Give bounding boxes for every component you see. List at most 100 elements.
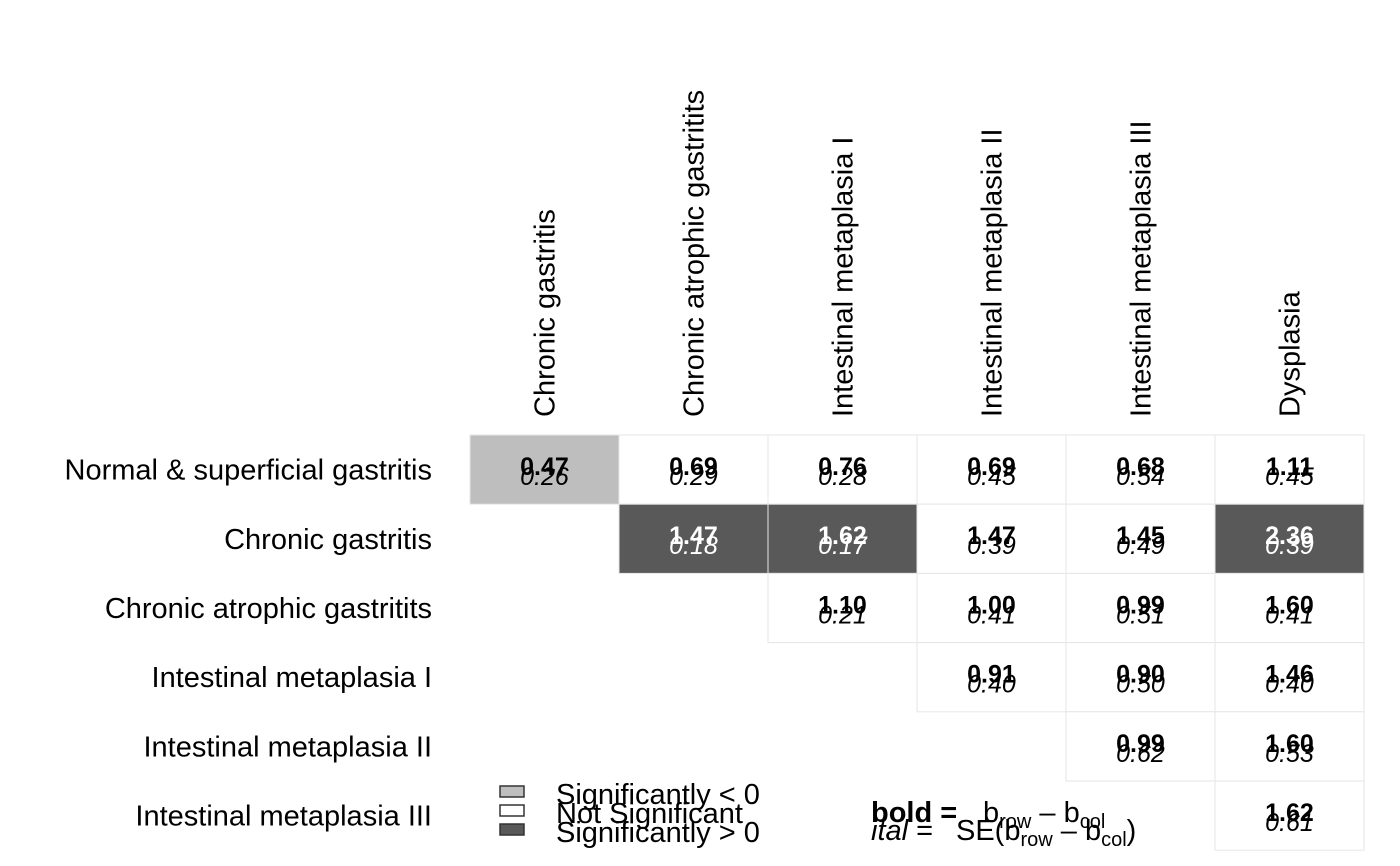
cell-se: 0.18 bbox=[669, 532, 718, 560]
cell-estimate: 0.99 bbox=[1116, 730, 1165, 758]
formula-se-close: ) bbox=[1127, 815, 1137, 847]
cell-estimate: 1.47 bbox=[669, 522, 718, 550]
cell-estimate: 0.69 bbox=[669, 453, 718, 481]
cell-rect bbox=[767, 434, 918, 505]
cell-se: 0.51 bbox=[1116, 601, 1165, 629]
cell-2-5: 1.600.41 bbox=[1214, 572, 1365, 644]
cell-se: 0.50 bbox=[1116, 671, 1165, 699]
formula-se-open: SE(b bbox=[956, 815, 1020, 847]
cell-estimate: 0.90 bbox=[1116, 661, 1165, 689]
cell-se: 0.41 bbox=[1265, 601, 1314, 629]
cell-se: 0.26 bbox=[520, 463, 569, 491]
cell-1-5: 2.360.39 bbox=[1214, 503, 1365, 574]
cell-se: 0.39 bbox=[1265, 532, 1314, 560]
legend-label: Significantly < 0 bbox=[556, 779, 760, 811]
cell-1-4: 1.450.49 bbox=[1065, 503, 1216, 574]
cell-se: 0.17 bbox=[818, 532, 868, 560]
cell-rect bbox=[916, 572, 1067, 644]
cell-estimate: 0.99 bbox=[1116, 591, 1165, 619]
cell-se: 0.29 bbox=[669, 463, 718, 491]
cell-se: 0.41 bbox=[967, 601, 1016, 629]
formula-se-minus: – b bbox=[1053, 815, 1101, 847]
cell-estimate: 0.68 bbox=[1116, 453, 1165, 481]
cell-0-3: 0.690.45 bbox=[916, 434, 1067, 505]
legend-label: Not Significant bbox=[556, 798, 743, 830]
cell-rect bbox=[1214, 711, 1365, 782]
column-label-3: Intestinal metaplasia II bbox=[977, 128, 1009, 417]
cell-rect bbox=[618, 503, 769, 574]
cell-rect bbox=[1214, 503, 1365, 574]
cell-estimate: 1.62 bbox=[818, 522, 867, 550]
cell-estimate: 1.60 bbox=[1265, 591, 1314, 619]
cell-estimate: 1.46 bbox=[1265, 661, 1314, 689]
row-label-1: Chronic gastritis bbox=[224, 524, 432, 556]
column-labels: Chronic gastritis Chronic atrophic gastri… bbox=[530, 90, 1307, 417]
cell-estimate: 0.91 bbox=[967, 661, 1016, 689]
column-label-0: Chronic gastritis bbox=[530, 209, 562, 417]
legend-swatch bbox=[499, 823, 525, 836]
cell-3-4: 0.900.50 bbox=[1065, 642, 1216, 713]
cell-rect bbox=[1214, 780, 1365, 851]
cell-se: 0.62 bbox=[1116, 740, 1165, 768]
cell-se: 0.49 bbox=[1116, 532, 1165, 560]
cell-se: 0.54 bbox=[1116, 463, 1165, 491]
cell-se: 0.21 bbox=[818, 601, 867, 629]
formula-minus: – b bbox=[1031, 797, 1079, 829]
column-label-1: Chronic atrophic gastritits bbox=[679, 90, 711, 417]
cell-0-2: 0.760.28 bbox=[767, 434, 918, 505]
cell-estimate: 2.36 bbox=[1265, 522, 1314, 550]
cell-estimate: 1.45 bbox=[1116, 522, 1165, 550]
cell-estimate: 1.11 bbox=[1266, 453, 1313, 481]
cell-estimate: 1.00 bbox=[967, 591, 1016, 619]
cell-2-4: 0.990.51 bbox=[1065, 572, 1216, 644]
cell-rect bbox=[916, 434, 1067, 505]
row-label-5: Intestinal metaplasia III bbox=[135, 801, 432, 833]
cell-estimate: 0.69 bbox=[967, 453, 1016, 481]
cell-3-5: 1.460.40 bbox=[1214, 642, 1365, 713]
legend-label: Significantly > 0 bbox=[556, 817, 760, 849]
cell-3-3: 0.910.40 bbox=[916, 642, 1067, 713]
cell-rect bbox=[1065, 711, 1216, 782]
cell-se: 0.45 bbox=[967, 463, 1016, 491]
cell-rect bbox=[767, 572, 918, 644]
cell-5-5: 1.620.61 bbox=[1214, 780, 1365, 851]
row-label-0: Normal & superficial gastritis bbox=[65, 455, 432, 487]
cell-se: 0.39 bbox=[967, 532, 1016, 560]
cell-0-5: 1.110.45 bbox=[1214, 434, 1365, 505]
formula-sub-row: row bbox=[999, 811, 1032, 833]
legend-ital-key: ital = bbox=[871, 815, 933, 847]
ital-eq: = bbox=[916, 815, 933, 847]
cell-se: 0.53 bbox=[1265, 740, 1314, 768]
cell-4-4: 0.990.62 bbox=[1065, 711, 1216, 782]
cell-estimate: 1.10 bbox=[818, 591, 867, 619]
cell-4-5: 1.600.53 bbox=[1214, 711, 1365, 782]
formula-b: b bbox=[983, 797, 999, 829]
row-labels: Normal & superficial gastritis Chronic ga… bbox=[65, 455, 432, 833]
formula-se-sub-col: col bbox=[1101, 829, 1127, 851]
ital-word: ital bbox=[871, 815, 910, 847]
legend-swatch bbox=[499, 804, 525, 817]
cell-rect bbox=[916, 503, 1067, 574]
cell-0-4: 0.680.54 bbox=[1065, 434, 1216, 505]
legend-swatch bbox=[499, 785, 525, 798]
cell-estimate: 1.62 bbox=[1265, 799, 1314, 827]
cell-rect bbox=[1065, 503, 1216, 574]
legend-bold-formula: brow – bcol bbox=[983, 797, 1105, 833]
column-label-2: Intestinal metaplasia I bbox=[828, 137, 860, 417]
legend-ital-formula: SE(brow – bcol) bbox=[956, 815, 1136, 851]
legend-item-gt0: Significantly > 0 bbox=[499, 817, 760, 849]
row-label-2: Chronic atrophic gastritits bbox=[105, 593, 432, 625]
row-label-4: Intestinal metaplasia II bbox=[143, 731, 432, 763]
cell-se: 0.40 bbox=[967, 671, 1016, 699]
row-label-3: Intestinal metaplasia I bbox=[152, 662, 432, 694]
cell-estimate: 0.47 bbox=[520, 453, 569, 481]
cell-2-2: 1.100.21 bbox=[767, 572, 918, 644]
cell-estimate: 1.47 bbox=[967, 522, 1016, 550]
legend-item-ns: Not Significant bbox=[499, 798, 743, 830]
cell-2-3: 1.000.41 bbox=[916, 572, 1067, 644]
formula-sub-col: col bbox=[1080, 811, 1106, 833]
cell-rect bbox=[767, 503, 918, 574]
